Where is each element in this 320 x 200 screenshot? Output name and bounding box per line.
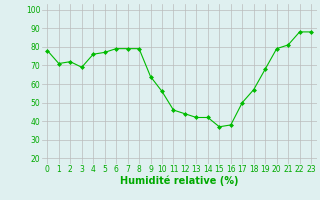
- X-axis label: Humidité relative (%): Humidité relative (%): [120, 176, 238, 186]
